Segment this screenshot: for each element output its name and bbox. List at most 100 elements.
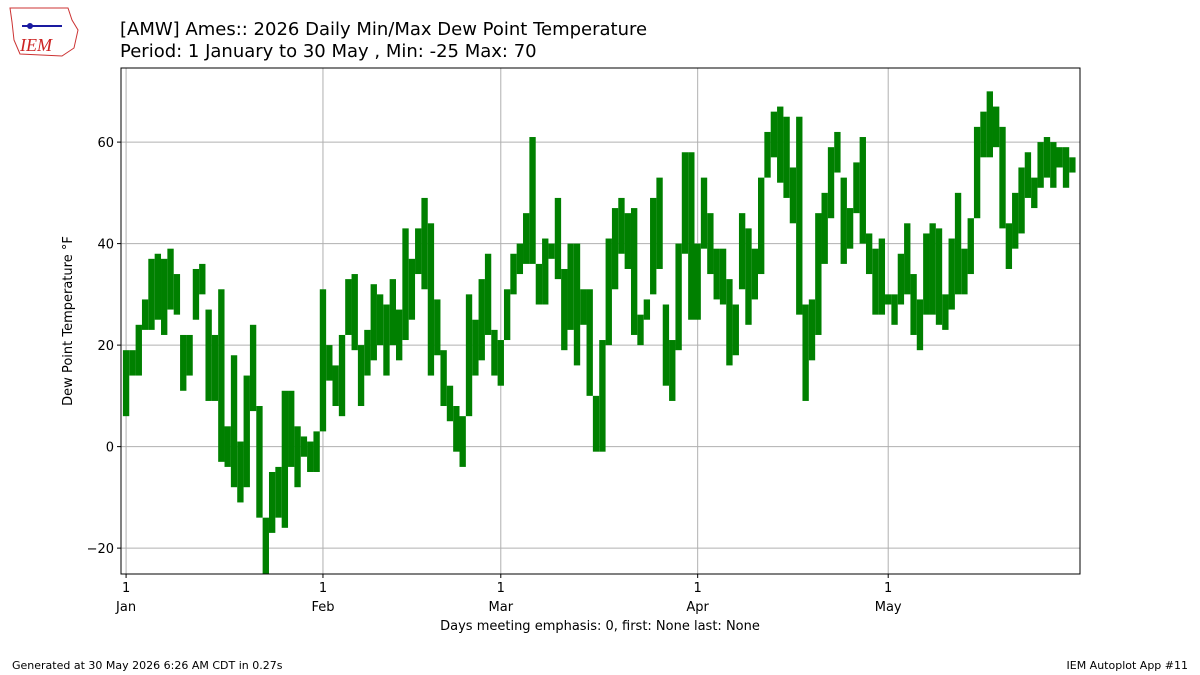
range-bar xyxy=(224,426,231,467)
range-bar xyxy=(186,334,193,376)
range-bar xyxy=(681,152,689,254)
range-bar xyxy=(332,365,339,407)
range-bar xyxy=(1069,157,1076,173)
range-bar xyxy=(446,385,454,422)
range-bar xyxy=(503,289,511,341)
range-bar xyxy=(256,406,263,518)
range-bar xyxy=(516,243,524,275)
range-bar xyxy=(510,253,517,295)
range-bar xyxy=(853,162,860,214)
range-bar xyxy=(370,284,377,361)
range-bar xyxy=(605,238,612,346)
range-bar xyxy=(389,279,396,346)
range-bar xyxy=(783,116,790,198)
range-bar xyxy=(885,294,892,305)
range-bar xyxy=(535,263,543,305)
range-bar xyxy=(218,289,225,462)
y-tick-label: 40 xyxy=(97,238,114,253)
range-bar xyxy=(205,309,212,401)
range-bar xyxy=(345,279,352,335)
range-bar xyxy=(129,350,136,376)
range-bar xyxy=(326,345,333,381)
range-bar xyxy=(554,197,562,280)
range-bar xyxy=(199,263,206,295)
range-bar xyxy=(980,111,987,158)
range-bar xyxy=(630,208,638,335)
range-bar xyxy=(592,395,600,452)
range-bar xyxy=(846,208,854,249)
range-bar xyxy=(789,167,797,224)
range-bar xyxy=(694,243,701,320)
range-bar xyxy=(929,223,936,315)
range-bar xyxy=(135,324,142,376)
chart-title: [AMW] Ames:: 2026 Daily Min/Max Dew Poin… xyxy=(120,19,647,40)
range-bar xyxy=(973,126,981,219)
range-bar xyxy=(821,192,828,264)
logo-dot xyxy=(27,23,33,29)
range-bar xyxy=(618,197,625,254)
range-bar xyxy=(707,213,714,275)
footer-left: Generated at 30 May 2026 6:26 AM CDT in … xyxy=(12,659,283,672)
chart-subtitle: Period: 1 January to 30 May , Min: -25 M… xyxy=(120,41,537,62)
range-bar xyxy=(1012,192,1019,249)
plot-frame xyxy=(120,67,1081,575)
range-bar xyxy=(827,147,835,219)
x-tick-month: May xyxy=(875,600,902,615)
x-tick-month: Apr xyxy=(686,600,709,615)
range-bar xyxy=(180,334,187,391)
range-bar xyxy=(434,299,441,356)
range-bar xyxy=(211,334,219,401)
range-bar xyxy=(897,253,905,305)
range-bar xyxy=(732,304,739,356)
range-bar xyxy=(561,268,568,351)
range-bar xyxy=(1024,152,1032,198)
range-bar xyxy=(650,197,657,295)
range-bar xyxy=(624,213,631,269)
range-bar xyxy=(599,340,606,452)
range-bar xyxy=(300,436,308,457)
range-bar xyxy=(986,91,993,158)
range-bar xyxy=(262,517,269,574)
range-bar xyxy=(529,137,536,264)
range-bar xyxy=(192,268,200,320)
range-bar xyxy=(472,319,479,376)
range-bar xyxy=(834,131,841,173)
range-bar xyxy=(662,304,670,386)
range-bar xyxy=(307,441,314,472)
x-tick-label: 1 xyxy=(319,581,327,596)
range-bar xyxy=(427,223,435,376)
range-bar xyxy=(745,228,752,325)
x-tick-label: 1 xyxy=(497,581,505,596)
range-bar xyxy=(319,289,327,432)
x-tick-month: Feb xyxy=(311,600,334,615)
range-bar xyxy=(230,355,238,488)
range-bar xyxy=(942,294,949,330)
range-bar xyxy=(364,329,371,376)
range-bar xyxy=(872,248,879,315)
range-bar xyxy=(122,350,130,417)
range-bar xyxy=(967,218,974,275)
range-bar xyxy=(1037,142,1044,188)
range-bar xyxy=(637,314,644,346)
range-bar xyxy=(713,248,720,300)
range-bar xyxy=(840,177,847,264)
range-bar xyxy=(643,299,651,320)
range-bar xyxy=(891,294,898,325)
range-bar xyxy=(808,299,816,361)
x-tick-month: Jan xyxy=(115,600,136,615)
range-bar xyxy=(916,299,924,351)
range-bar xyxy=(548,243,555,259)
range-bar xyxy=(567,243,574,330)
x-tick-label: 1 xyxy=(694,581,702,596)
y-tick-label: −20 xyxy=(87,542,114,557)
range-bar xyxy=(421,197,428,290)
range-bar xyxy=(675,243,682,351)
range-bar xyxy=(904,223,911,295)
range-bar xyxy=(573,243,581,366)
range-bar xyxy=(719,248,727,305)
range-bar xyxy=(440,350,447,407)
range-bar xyxy=(865,233,873,275)
range-bar xyxy=(611,208,619,290)
range-bar xyxy=(1050,142,1057,188)
